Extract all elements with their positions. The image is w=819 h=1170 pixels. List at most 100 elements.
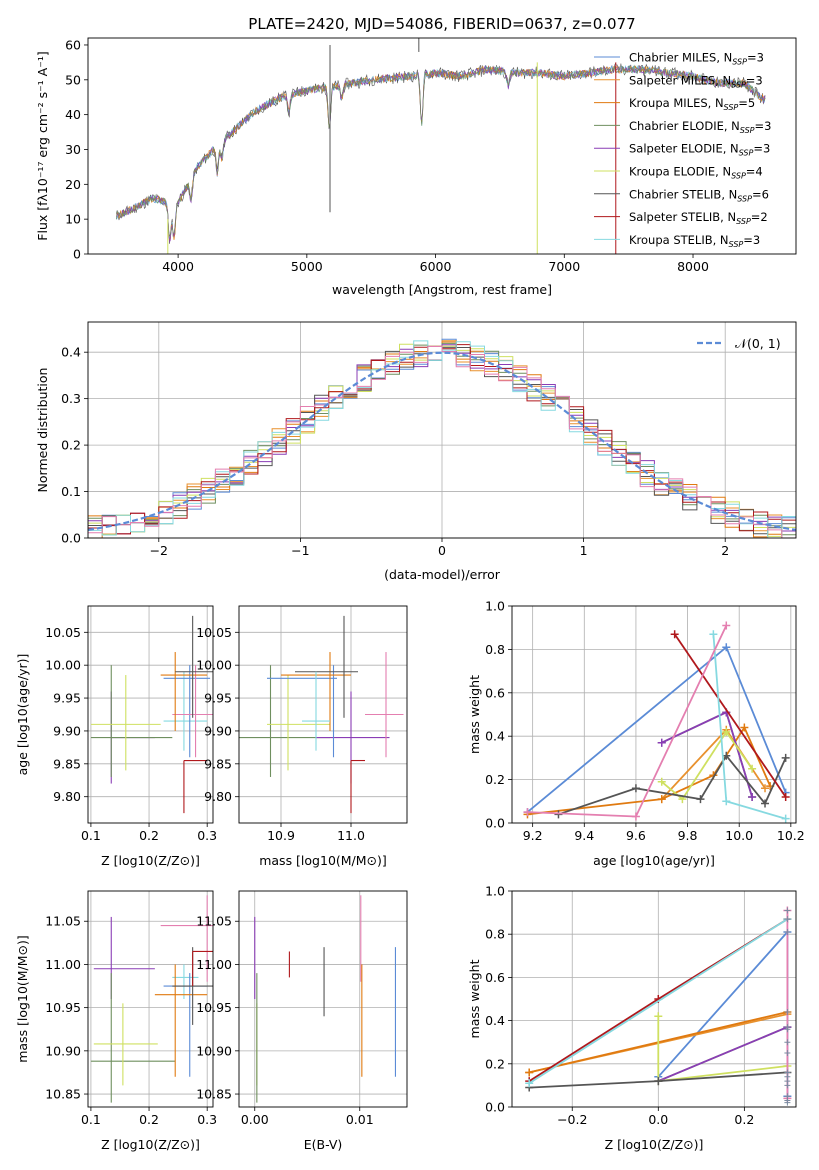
- chart-root: 4000 5000 6000 7000 80000102030405060Chabrie…: [15, 37, 805, 1152]
- weight-marker: [709, 630, 718, 639]
- y-tick-label: 40: [65, 107, 81, 122]
- x-tick-label: 9.4: [574, 828, 594, 843]
- x-tick-label: 0.1: [81, 828, 101, 843]
- y-tick-label: 0.2: [485, 772, 505, 787]
- panel-residuals: −2 −1 0 1 2 0.0 0.1 0.2 0.3 0.4 𝒩(0, 1) (data-model…: [35, 321, 797, 582]
- weight-marker: [631, 812, 640, 821]
- y-tick-label: 20: [65, 177, 81, 192]
- axes-frame: [87, 321, 797, 539]
- panel-spectrum: 4000 5000 6000 7000 8000 0 10 20 30 40 50 60 Chabrie…: [35, 37, 797, 297]
- weight-marker: [748, 792, 757, 801]
- plot-area: [254, 895, 397, 1103]
- x-tick-label: 8000: [677, 259, 709, 274]
- x-tick-label: 0.3: [197, 1112, 217, 1127]
- y-tick-label: 10.85: [196, 1087, 232, 1102]
- x-tick-label: 5000: [291, 259, 323, 274]
- y-tick-label: 60: [65, 37, 81, 52]
- y-tick-label: 9.80: [53, 789, 81, 804]
- histogram-line: [88, 346, 796, 538]
- panel-weight_vs_Z: −0.2 0.0 0.2 0.0 0.2 0.4 0.6 0.8 1.0 Z [log10(Z/Z…: [467, 884, 797, 1152]
- x-tick-label: −0.2: [557, 1112, 587, 1127]
- plot-area: [525, 906, 792, 1106]
- weight-marker: [761, 799, 770, 808]
- x-axis-label: (data-model)/error: [384, 567, 501, 582]
- weight-marker: [781, 792, 790, 801]
- x-tick-label: 0.2: [734, 1112, 754, 1127]
- weight-marker: [657, 795, 666, 804]
- x-tick-label: 11.0: [337, 828, 365, 843]
- weight-marker: [784, 907, 791, 914]
- axes-frame: [511, 605, 797, 824]
- weight-marker: [654, 1012, 663, 1021]
- gaussian-curve: [88, 351, 796, 531]
- weight-line: [661, 730, 753, 801]
- y-axis-label: Normed distribution: [35, 368, 50, 493]
- y-tick-label: 30: [65, 142, 81, 157]
- x-tick-label: 10.9: [267, 828, 295, 843]
- y-tick-label: 9.95: [53, 691, 81, 706]
- y-tick-label: 10.90: [196, 1043, 232, 1058]
- x-tick-label: 10.0: [725, 828, 753, 843]
- y-tick-label: 50: [65, 72, 81, 87]
- weight-marker: [781, 753, 790, 762]
- x-tick-label: 9.2: [523, 828, 543, 843]
- weight-line: [526, 645, 787, 813]
- y-tick-label: 9.90: [53, 723, 81, 738]
- x-tick-label: 9.8: [678, 828, 698, 843]
- weight-marker: [740, 723, 749, 732]
- y-tick-label: 0.4: [61, 345, 81, 360]
- weight-marker: [784, 1093, 791, 1100]
- y-tick-label: 10.95: [196, 1000, 232, 1015]
- spectrum-line: [116, 64, 766, 237]
- x-tick-label: 9.6: [626, 828, 646, 843]
- plot-area: [90, 895, 213, 1103]
- y-tick-label: 1.0: [485, 599, 505, 614]
- legend-entry: Salpeter MILES, NSSP=3: [629, 73, 763, 89]
- weight-marker: [654, 1077, 663, 1086]
- weight-marker: [523, 808, 532, 817]
- y-tick-label: 10.95: [45, 1000, 81, 1015]
- x-tick-label: 2: [721, 543, 729, 558]
- panel-age_vs_Z: 0.1 0.2 0.3 9.80 9.85 9.90 9.95 10.00 10.05 Z [lo…: [15, 605, 217, 868]
- axes-frame: [238, 605, 408, 824]
- y-tick-label: 10: [65, 212, 81, 227]
- x-axis-label: E(B-V): [304, 1137, 343, 1152]
- y-axis-label: Flux [fλ10⁻¹⁷ erg cm⁻² s⁻¹ A⁻¹]: [35, 51, 50, 240]
- weight-marker: [784, 1069, 791, 1076]
- weight-marker: [784, 1008, 791, 1015]
- axes-frame: [87, 605, 214, 824]
- y-tick-label: 11.00: [196, 957, 232, 972]
- y-tick-label: 10.05: [45, 625, 81, 640]
- weight-line: [528, 918, 788, 1084]
- y-tick-label: 10.85: [45, 1087, 81, 1102]
- plot-area: [116, 38, 766, 254]
- x-tick-label: 0.1: [81, 1112, 101, 1127]
- axes-frame: [238, 890, 408, 1108]
- legend-entry: Chabrier STELIB, NSSP=6: [629, 187, 769, 203]
- spectrum-line: [116, 62, 766, 244]
- panel-mass_vs_Z: 0.1 0.2 0.3 10.85 10.90 10.95 11.00 11.05 Z [log…: [15, 890, 217, 1152]
- x-tick-label: 0: [438, 543, 446, 558]
- x-axis-label: Z [log10(Z/Z⊙)]: [605, 1137, 704, 1152]
- weight-line: [657, 1016, 788, 1083]
- y-tick-label: 0.3: [61, 391, 81, 406]
- x-tick-label: 7000: [548, 259, 580, 274]
- weight-marker: [761, 784, 770, 793]
- weight-line: [673, 633, 787, 798]
- y-axis-label: mass weight: [467, 959, 482, 1038]
- weight-marker: [722, 643, 731, 652]
- weight-line: [558, 754, 787, 816]
- weight-marker: [525, 1079, 534, 1088]
- y-tick-label: 0.8: [485, 642, 505, 657]
- figure-title: PLATE=2420, MJD=54086, FIBERID=0637, z=0…: [248, 15, 635, 33]
- x-tick-label: −1: [291, 543, 309, 558]
- y-tick-label: 10.00: [45, 658, 81, 673]
- y-tick-label: 0.0: [485, 816, 505, 831]
- y-tick-label: 0: [73, 247, 81, 262]
- y-tick-label: 0.4: [485, 1013, 505, 1028]
- y-tick-label: 9.95: [204, 691, 232, 706]
- weight-marker: [631, 784, 640, 793]
- weight-marker: [722, 621, 731, 630]
- y-tick-label: 0.8: [485, 927, 505, 942]
